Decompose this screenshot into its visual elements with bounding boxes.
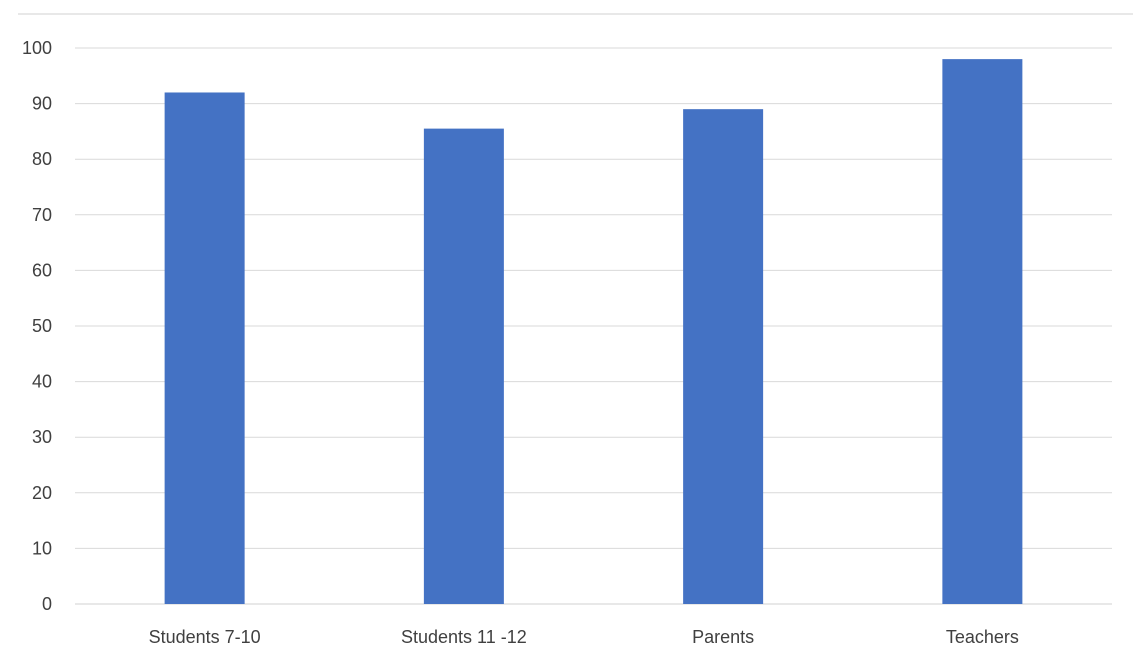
bar [683, 109, 764, 604]
gridlines [75, 47, 1112, 605]
bar [423, 128, 504, 604]
y-tick-label: 30 [32, 427, 52, 447]
y-tick-label: 0 [42, 594, 52, 614]
bar [942, 59, 1023, 605]
y-tick-label: 80 [32, 149, 52, 169]
x-category-label: Students 7-10 [149, 627, 261, 647]
y-tick-label: 70 [32, 205, 52, 225]
y-tick-label: 100 [22, 38, 52, 58]
x-category-label: Students 11 -12 [401, 627, 527, 647]
y-tick-label: 90 [32, 94, 52, 114]
bars [164, 59, 1023, 605]
y-tick-label: 50 [32, 316, 52, 336]
y-tick-label: 20 [32, 483, 52, 503]
y-axis-ticks: 0 10 20 30 40 50 60 70 80 90 100 [22, 38, 52, 614]
x-category-label: Parents [692, 627, 754, 647]
bar [164, 92, 245, 604]
x-axis-labels: Students 7-10 Students 11 -12 Parents Teach… [149, 627, 1019, 647]
y-tick-label: 60 [32, 260, 52, 280]
y-tick-label: 40 [32, 372, 52, 392]
y-tick-label: 10 [32, 538, 52, 558]
x-category-label: Teachers [946, 627, 1019, 647]
